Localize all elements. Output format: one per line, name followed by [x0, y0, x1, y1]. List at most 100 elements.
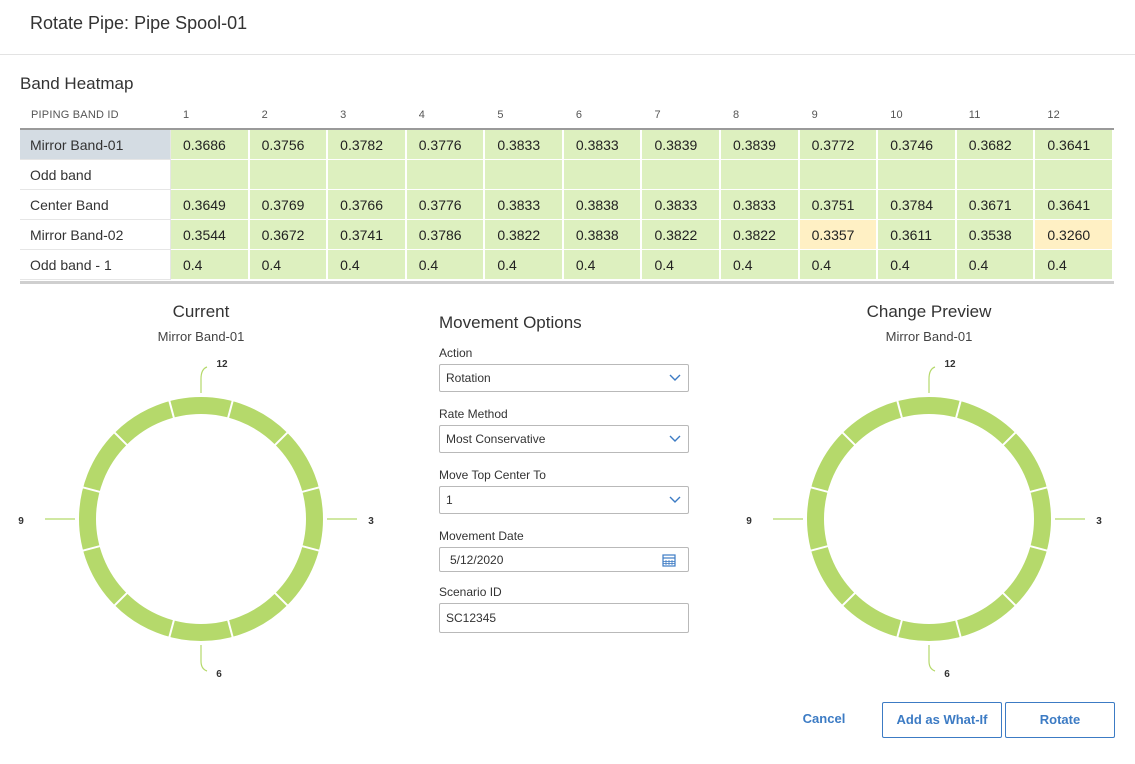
current-title: Current — [172, 302, 230, 321]
heat-cell: 0.3833 — [642, 190, 722, 220]
band-label[interactable]: Mirror Band-01 — [20, 130, 171, 160]
segment-divider — [81, 544, 101, 552]
rotate-button[interactable]: Rotate — [1005, 702, 1115, 738]
heat-cell: 0.3833 — [485, 190, 564, 220]
scenario-id-value: SC12345 — [446, 611, 497, 625]
heat-cell: 0.3772 — [799, 130, 879, 160]
heat-cell: 0.4 — [642, 250, 722, 280]
heat-cell: 0.4 — [878, 250, 957, 280]
column-header-4: 4 — [406, 102, 486, 130]
segment-divider — [1029, 486, 1049, 494]
action-select[interactable]: Rotation — [439, 364, 689, 392]
preview-band-name: Mirror Band-01 — [885, 329, 973, 344]
clock-label-9: 9 — [18, 516, 24, 527]
heat-cell: 0.3741 — [328, 220, 407, 250]
band-label[interactable]: Odd band — [20, 160, 171, 190]
segment-divider — [301, 544, 321, 552]
heat-cell — [721, 160, 800, 190]
heatmap-title: Band Heatmap — [20, 74, 134, 93]
calendar-icon[interactable] — [662, 553, 676, 567]
pipe-band-ring — [807, 397, 1051, 641]
segment-divider — [954, 619, 962, 639]
clock-label-12: 12 — [944, 359, 956, 370]
movement-date-input[interactable]: 5/12/2020 — [439, 547, 689, 572]
heat-cell — [878, 160, 957, 190]
clock-leader-line — [928, 366, 936, 393]
heatmap-row[interactable]: Odd band — [20, 160, 1114, 190]
heat-cell: 0.3611 — [878, 220, 957, 250]
heatmap-row[interactable]: Mirror Band-01 0.3686 0.3756 0.3782 0.3776 0.… — [20, 130, 1114, 160]
current-band-name: Mirror Band-01 — [157, 329, 245, 344]
heat-cell: 0.3260 — [1035, 220, 1114, 250]
segment-divider — [1001, 431, 1017, 447]
clock-label-6: 6 — [944, 669, 950, 680]
segment-divider — [273, 591, 289, 607]
cancel-button[interactable]: Cancel — [802, 711, 846, 726]
heat-cell: 0.3769 — [249, 190, 329, 220]
clock-leader-line — [200, 645, 208, 672]
heatmap-row[interactable]: Center Band 0.3649 0.3769 0.3766 0.3776 0.383… — [20, 190, 1114, 220]
heat-cell: 0.4 — [171, 250, 250, 280]
heat-cell: 0.4 — [249, 250, 329, 280]
heat-cell: 0.3833 — [563, 130, 643, 160]
column-header-7: 7 — [642, 102, 722, 130]
movement-date-value: 5/12/2020 — [450, 553, 504, 567]
heat-cell: 0.3838 — [563, 190, 643, 220]
heat-cell — [249, 160, 329, 190]
current-pipe-ring: 12 3 6 9 — [18, 359, 374, 680]
scenario-id-input[interactable]: SC12345 — [439, 603, 689, 633]
heat-cell: 0.3649 — [171, 190, 250, 220]
clock-label-9: 9 — [746, 516, 752, 527]
heat-cell: 0.3641 — [1035, 130, 1114, 160]
heat-cell: 0.3766 — [328, 190, 407, 220]
heat-cell: 0.3838 — [563, 220, 643, 250]
heat-cell — [171, 160, 250, 190]
segment-divider — [226, 399, 234, 419]
clock-label-3: 3 — [368, 516, 374, 527]
heat-cell: 0.3786 — [406, 220, 486, 250]
heat-cell — [563, 160, 643, 190]
segment-divider — [113, 591, 129, 607]
rate-method-select[interactable]: Most Conservative — [439, 425, 689, 453]
band-label[interactable]: Mirror Band-02 — [20, 220, 171, 250]
preview-pipe-ring: 12 3 6 9 — [746, 359, 1102, 680]
heat-cell: 0.3822 — [485, 220, 564, 250]
heat-cell — [799, 160, 879, 190]
heat-cell: 0.4 — [328, 250, 407, 280]
column-header-10: 10 — [878, 102, 957, 130]
add-as-what-if-button[interactable]: Add as What-If — [882, 702, 1002, 738]
heat-cell: 0.3751 — [799, 190, 879, 220]
heatmap-row[interactable]: Odd band - 1 0.4 0.4 0.4 0.4 0.4 0.4 0.4 0.4 0.4 0… — [20, 250, 1114, 280]
column-header-11: 11 — [956, 102, 1036, 130]
segment-divider — [301, 486, 321, 494]
band-label[interactable]: Center Band — [20, 190, 171, 220]
chevron-down-icon — [669, 496, 681, 503]
heat-cell — [1035, 160, 1114, 190]
segment-divider — [1001, 591, 1017, 607]
scenario-id-label: Scenario ID — [439, 585, 502, 599]
clock-label-6: 6 — [216, 669, 222, 680]
clock-label-3: 3 — [1096, 516, 1102, 527]
heat-cell: 0.3671 — [956, 190, 1036, 220]
column-header-6: 6 — [563, 102, 643, 130]
heatmap-row[interactable]: Mirror Band-02 0.3544 0.3672 0.3741 0.3786 0.… — [20, 220, 1114, 250]
clock-leader-line — [928, 645, 936, 672]
column-header-12: 12 — [1035, 102, 1114, 130]
band-label[interactable]: Odd band - 1 — [20, 250, 171, 280]
heat-cell: 0.3784 — [878, 190, 957, 220]
rate-method-label: Rate Method — [439, 407, 508, 421]
segment-divider — [1029, 544, 1049, 552]
heat-cell: 0.3839 — [642, 130, 722, 160]
segment-divider — [841, 591, 857, 607]
column-header-2: 2 — [249, 102, 329, 130]
heat-cell: 0.4 — [406, 250, 486, 280]
move-top-center-select[interactable]: 1 — [439, 486, 689, 514]
heat-cell: 0.3686 — [171, 130, 250, 160]
heatmap-header-row: PIPING BAND ID 1 2 3 4 5 6 7 8 9 10 11 12 — [20, 102, 1114, 130]
column-header-1: 1 — [171, 102, 250, 130]
segment-divider — [841, 431, 857, 447]
band-heatmap: PIPING BAND ID 1 2 3 4 5 6 7 8 9 10 11 12 Mirror Ba… — [20, 102, 1114, 280]
heat-cell: 0.3672 — [249, 220, 329, 250]
heat-cell: 0.3682 — [956, 130, 1036, 160]
segment-divider — [113, 431, 129, 447]
